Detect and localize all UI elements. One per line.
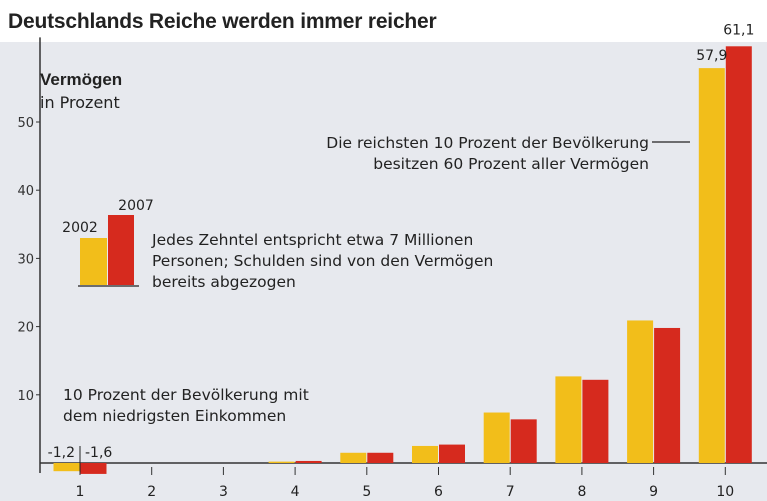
lowest-decile-line-1: 10 Prozent der Bevölkerung mit [63, 386, 309, 404]
lowest-decile-annotation: 10 Prozent der Bevölkerung mit dem niedr… [63, 385, 309, 427]
bar-2007-6 [439, 444, 465, 463]
legend-note: Jedes Zehntel entspricht etwa 7 Millione… [152, 230, 493, 293]
x-tick-label: 8 [577, 484, 586, 500]
data-label-2007-1: -1,6 [85, 445, 112, 461]
bar-2002-6 [412, 445, 438, 463]
y-tick-label: 40 [17, 184, 34, 199]
y-tick-label: 30 [17, 252, 34, 267]
bar-2007-4 [295, 460, 322, 463]
legend-note-line-3: bereits abgezogen [152, 273, 296, 291]
top-decile-annotation: Die reichsten 10 Prozent der Bevölkerung… [326, 133, 649, 175]
chart-title: Deutschlands Reiche werden immer reicher [8, 10, 437, 33]
x-tick-label: 3 [219, 484, 228, 500]
bar-2002-8 [555, 376, 582, 463]
x-tick-label: 1 [76, 484, 85, 500]
bar-2007-10 [725, 46, 752, 463]
x-tick-label: 6 [434, 484, 443, 500]
top-decile-line-2: besitzen 60 Prozent aller Vermögen [373, 155, 649, 173]
bar-2002-5 [340, 452, 367, 463]
y-tick-label: 10 [17, 389, 34, 404]
lowest-decile-line-2: dem niedrigsten Einkommen [63, 407, 287, 425]
x-tick-label: 2 [147, 484, 156, 500]
x-tick-label: 10 [716, 484, 734, 500]
bar-2002-10 [698, 68, 725, 463]
bar-2002-7 [483, 412, 510, 463]
legend-swatch-2007 [108, 215, 134, 285]
bar-2007-9 [654, 327, 681, 463]
top-decile-line-1: Die reichsten 10 Prozent der Bevölkerung [326, 134, 649, 152]
y-axis-label: Vermögen [40, 70, 123, 89]
data-label-2002-10: 57,9 [696, 48, 727, 64]
legend-label-2007: 2007 [118, 198, 154, 214]
y-tick-label: 50 [17, 116, 34, 131]
legend-label-2002: 2002 [62, 220, 98, 236]
x-tick-label: 7 [506, 484, 515, 500]
data-label-2007-10: 61,1 [723, 22, 754, 38]
x-tick-label: 9 [649, 484, 658, 500]
legend-note-line-2: Personen; Schulden sind von den Vermögen [152, 252, 494, 270]
bar-2002-9 [627, 320, 654, 463]
y-axis-unit: in Prozent [40, 93, 120, 112]
x-tick-label: 4 [291, 484, 300, 500]
legend-swatch-2002 [80, 238, 107, 285]
bar-2007-8 [582, 379, 609, 463]
bar-2007-5 [367, 452, 394, 463]
y-tick-label: 20 [17, 321, 34, 336]
bar-2007-1 [80, 463, 107, 474]
bar-2007-7 [510, 419, 537, 463]
bar-2002-1 [53, 463, 80, 472]
x-tick-label: 5 [362, 484, 371, 500]
bar-2002-4 [268, 461, 295, 463]
title-strip: Deutschlands Reiche werden immer reicher [0, 0, 767, 42]
legend-note-line-1: Jedes Zehntel entspricht etwa 7 Millione… [152, 231, 474, 249]
data-label-2002-1: -1,2 [48, 445, 75, 461]
